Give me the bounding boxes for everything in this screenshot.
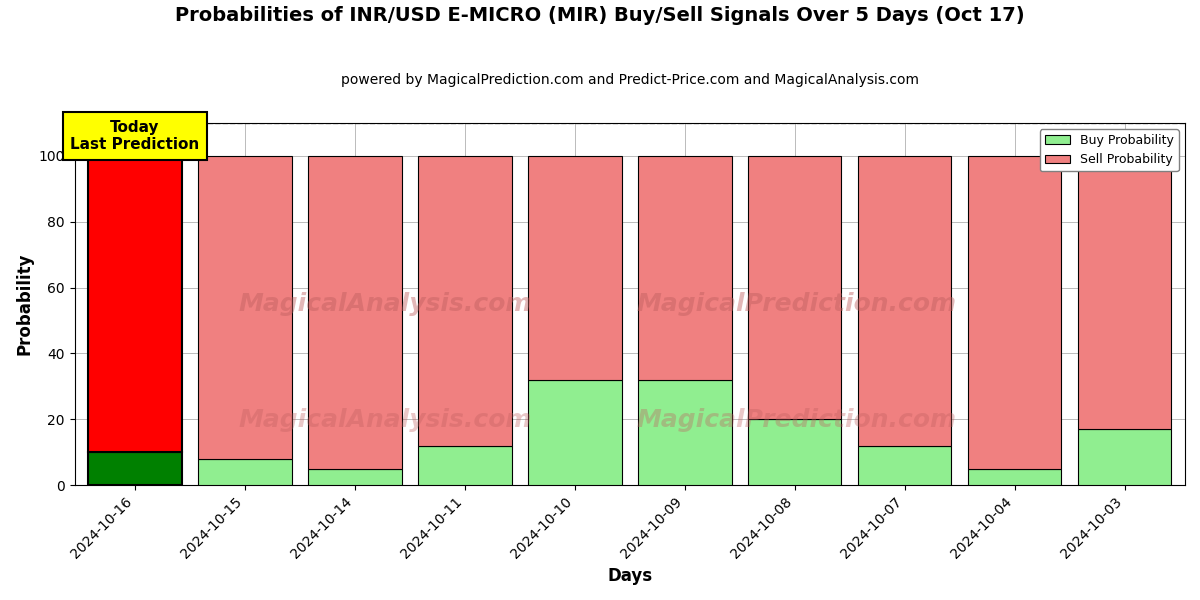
Bar xyxy=(528,380,622,485)
Title: powered by MagicalPrediction.com and Predict-Price.com and MagicalAnalysis.com: powered by MagicalPrediction.com and Pre… xyxy=(341,73,919,87)
Bar xyxy=(968,156,1061,469)
Text: Today
Last Prediction: Today Last Prediction xyxy=(71,120,199,152)
Text: MagicalAnalysis.com: MagicalAnalysis.com xyxy=(239,292,533,316)
Bar xyxy=(638,380,732,485)
Bar xyxy=(89,452,182,485)
Bar xyxy=(198,459,292,485)
Bar xyxy=(638,156,732,380)
Bar xyxy=(528,156,622,380)
Bar xyxy=(748,156,841,419)
Text: MagicalPrediction.com: MagicalPrediction.com xyxy=(636,408,956,432)
X-axis label: Days: Days xyxy=(607,567,653,585)
Bar xyxy=(419,156,511,446)
Y-axis label: Probability: Probability xyxy=(16,253,34,355)
Text: Probabilities of INR/USD E-MICRO (MIR) Buy/Sell Signals Over 5 Days (Oct 17): Probabilities of INR/USD E-MICRO (MIR) B… xyxy=(175,6,1025,25)
Bar xyxy=(419,446,511,485)
Bar xyxy=(1078,429,1171,485)
Text: MagicalPrediction.com: MagicalPrediction.com xyxy=(636,292,956,316)
Bar xyxy=(308,156,402,469)
Legend: Buy Probability, Sell Probability: Buy Probability, Sell Probability xyxy=(1040,129,1178,172)
Bar xyxy=(858,156,952,446)
Text: MagicalAnalysis.com: MagicalAnalysis.com xyxy=(239,408,533,432)
Bar xyxy=(858,446,952,485)
Bar xyxy=(748,419,841,485)
Bar xyxy=(968,469,1061,485)
Bar xyxy=(89,156,182,452)
Bar xyxy=(198,156,292,459)
Bar xyxy=(308,469,402,485)
Bar xyxy=(1078,156,1171,429)
